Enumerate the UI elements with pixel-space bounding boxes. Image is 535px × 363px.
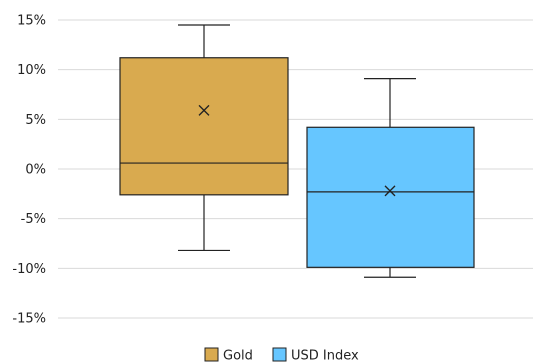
box-usd-index <box>306 78 475 278</box>
y-tick-label: -10% <box>12 262 46 277</box>
y-tick-label: 10% <box>17 63 46 78</box>
y-tick-label: -15% <box>12 312 46 327</box>
legend-swatch <box>272 347 287 362</box>
legend-label: USD Index <box>291 349 359 363</box>
y-axis-tick-labels: 15% 10% 5% 0% -5% -10% -15% <box>12 14 46 327</box>
legend-item-usd-index: USD Index <box>272 347 359 363</box>
y-tick-label: 5% <box>25 113 46 128</box>
iqr-box <box>306 126 475 268</box>
legend: Gold USD Index <box>204 347 359 363</box>
iqr-box <box>119 57 289 196</box>
legend-swatch <box>204 347 219 362</box>
y-tick-label: -5% <box>21 212 46 227</box>
y-tick-label: 0% <box>25 163 46 178</box>
legend-label: Gold <box>223 349 253 363</box>
box-series <box>119 24 475 278</box>
box-gold <box>119 24 289 252</box>
y-tick-label: 15% <box>17 14 46 29</box>
legend-item-gold: Gold <box>204 347 253 363</box>
mean-marker <box>198 104 210 116</box>
mean-marker <box>384 185 396 197</box>
